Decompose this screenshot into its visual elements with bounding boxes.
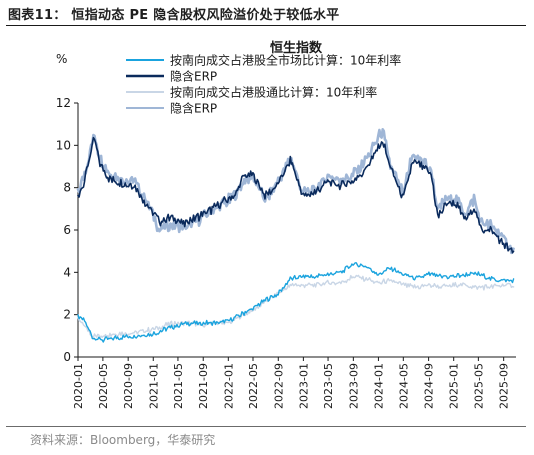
x-tick-label: 2021-05 [172,363,185,409]
chart-axes: 0 2 4 6 8 10 12 2020-01 2020-05 2020-09 2021-01 202… [56,96,516,409]
legend-label-1: 按南向成交占港股全市场比计算：10年利率 [170,53,401,68]
footer-rule [6,426,526,427]
x-tick-label: 2025-01 [448,363,461,409]
y-tick-label: 4 [63,265,71,279]
y-axis-unit: % [56,52,67,66]
x-tick-label: 2022-09 [272,363,285,409]
x-tick-label: 2024-01 [372,363,385,409]
y-tick-label: 6 [63,223,71,237]
x-tick-label: 2020-09 [122,363,135,409]
x-tick-label: 2021-09 [197,363,210,409]
chart-lines [76,128,515,343]
y-tick-label: 2 [63,308,71,322]
series-line-3 [77,274,515,339]
source-note: 资料来源：Bloomberg，华泰研究 [30,433,216,447]
title-rule [6,25,526,26]
chart-legend: 按南向成交占港股全市场比计算：10年利率隐含ERP按南向成交占港股通比计算：10… [126,53,401,116]
legend-label-3: 按南向成交占港股通比计算：10年利率 [170,85,377,100]
y-tick-label: 10 [56,138,71,152]
legend-label-4: 隐含ERP [170,101,217,116]
y-tick-label: 0 [63,350,71,364]
chart-title: 恒生指数 [270,40,323,56]
x-tick-label: 2020-01 [72,363,85,409]
x-tick-label: 2024-05 [397,363,410,409]
x-tick-label: 2022-01 [222,363,235,409]
series-line-4 [76,128,515,255]
x-tick-label: 2022-05 [247,363,260,409]
x-tick-label: 2024-09 [423,363,436,409]
x-tick-label: 2025-09 [498,363,511,409]
x-tick-label: 2023-01 [297,363,310,409]
y-tick-label: 8 [63,181,71,195]
figure-title: 图表11： 恒指动态 PE 隐含股权风险溢价处于较低水平 [8,8,340,23]
series-line-1 [77,262,515,343]
x-tick-label: 2025-05 [472,363,485,409]
x-tick-label: 2023-09 [347,363,360,409]
series-line-2 [77,136,515,254]
y-tick-label: 12 [56,96,71,110]
x-tick-label: 2023-05 [322,363,335,409]
legend-label-2: 隐含ERP [170,69,217,84]
x-tick-label: 2021-01 [147,363,160,409]
x-tick-label: 2020-05 [97,363,110,409]
